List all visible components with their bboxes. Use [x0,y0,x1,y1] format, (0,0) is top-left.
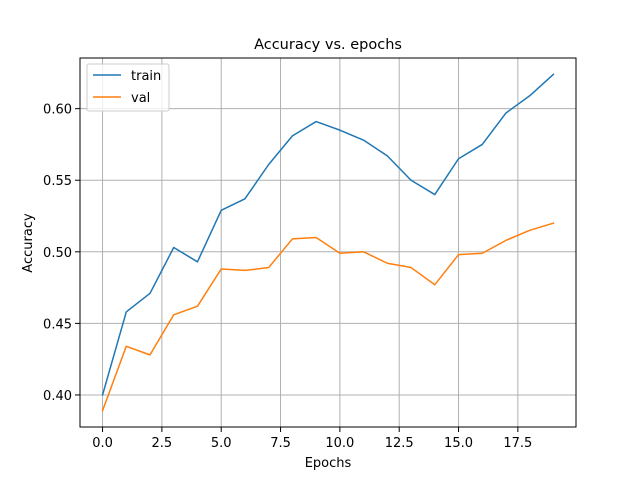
chart-title: Accuracy vs. epochs [254,37,402,53]
plot-frame [79,57,577,428]
x-tick-label: 12.5 [385,436,414,451]
y-axis-label: Accuracy [21,213,36,273]
x-tick-label: 2.5 [152,436,173,451]
x-tick-label: 7.5 [270,436,291,451]
x-tick-label: 5.0 [211,436,232,451]
y-tick-label: 0.40 [43,389,72,404]
y-tick-label: 0.45 [43,317,72,332]
legend-label-train: train [131,69,161,84]
axes-layer [79,57,577,428]
x-tick-label: 0.0 [92,436,113,451]
x-tick-label: 15.0 [444,436,473,451]
ticks-layer: 0.0 2.5 5.0 7.5 10.0 12.5 15.0 17.5 0.40 0.45 0.50… [43,103,532,451]
series-line-val [101,222,555,412]
legend-label-val: val [131,91,150,106]
x-tick-label: 10.0 [325,436,354,451]
grid-layer [80,58,576,427]
x-tick-label: 17.5 [503,436,532,451]
y-tick-label: 0.50 [43,246,72,261]
legend: train val [86,63,170,112]
y-tick-label: 0.55 [43,174,72,189]
series-layer [101,73,555,412]
y-tick-label: 0.60 [43,103,72,118]
series-line-train [101,73,555,396]
x-axis-label: Epochs [305,456,352,471]
